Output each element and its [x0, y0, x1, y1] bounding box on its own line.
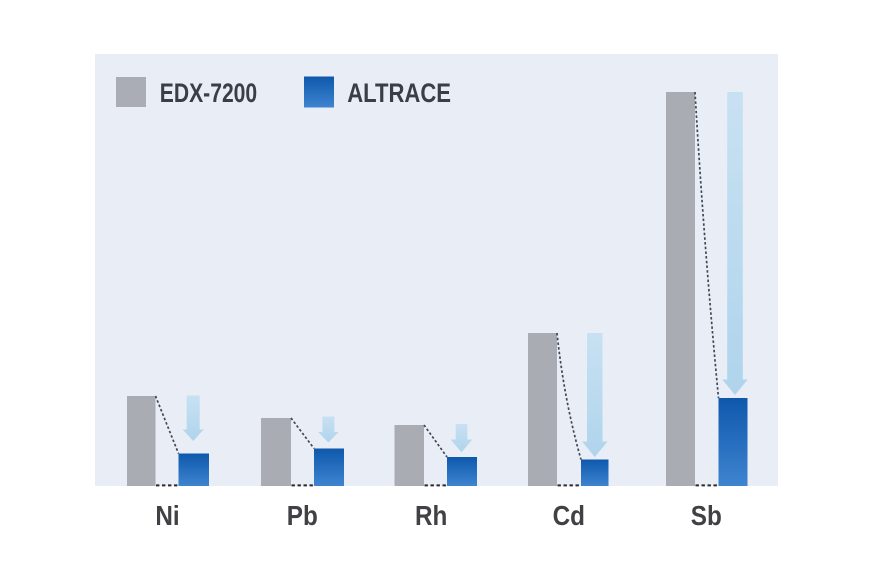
- svg-text:Sb: Sb: [691, 500, 722, 532]
- svg-text:Cd: Cd: [553, 500, 585, 532]
- svg-text:EDX-7200: EDX-7200: [160, 78, 257, 108]
- svg-text:Pb: Pb: [287, 500, 318, 532]
- svg-text:Rh: Rh: [415, 500, 447, 532]
- svg-text:ALTRACE: ALTRACE: [347, 79, 451, 109]
- svg-text:Ni: Ni: [155, 500, 179, 532]
